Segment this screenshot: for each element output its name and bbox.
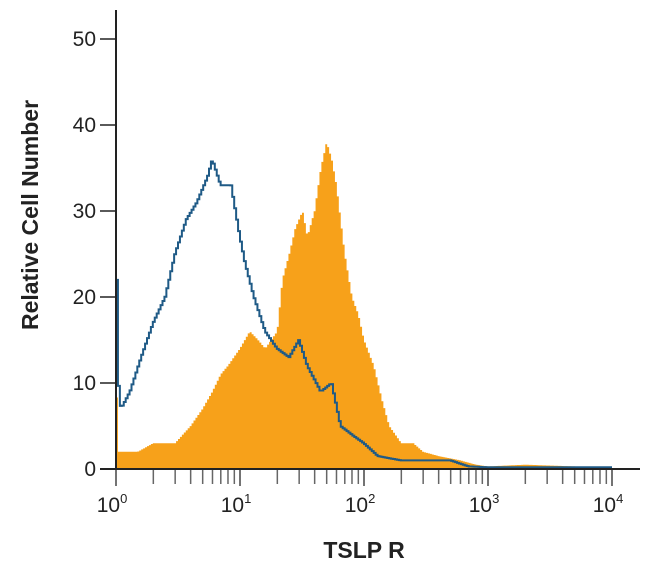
x-tick-label: 103 bbox=[469, 491, 500, 517]
x-tick-base: 10 bbox=[593, 494, 616, 517]
y-tick-label: 50 bbox=[73, 28, 96, 51]
x-tick-label: 102 bbox=[345, 491, 376, 517]
x-tick-label: 101 bbox=[221, 491, 252, 517]
y-tick-label: 0 bbox=[84, 458, 96, 481]
x-tick-exponent: 0 bbox=[120, 491, 127, 506]
y-tick-label: 10 bbox=[73, 372, 96, 395]
x-tick-exponent: 4 bbox=[616, 491, 623, 506]
y-tick-label: 30 bbox=[73, 200, 96, 223]
y-ticks: 0 10 20 30 40 50 bbox=[73, 28, 116, 481]
x-tick-base: 10 bbox=[469, 494, 492, 517]
y-tick-label: 40 bbox=[73, 114, 96, 137]
y-tick-label: 20 bbox=[73, 286, 96, 309]
x-tick-label: 100 bbox=[97, 491, 128, 517]
series-1-outline-histogram bbox=[116, 160, 612, 469]
x-tick-label: 104 bbox=[593, 491, 624, 517]
x-axis-title: TSLP R bbox=[323, 537, 405, 563]
series-0-filled-histogram bbox=[116, 144, 612, 469]
y-axis-title: Relative Cell Number bbox=[17, 100, 43, 330]
x-ticks: 100 101 102 103 104 bbox=[97, 470, 624, 517]
x-tick-exponent: 3 bbox=[492, 491, 499, 506]
x-tick-base: 10 bbox=[97, 494, 120, 517]
x-tick-base: 10 bbox=[221, 494, 244, 517]
series-layer bbox=[116, 144, 612, 469]
x-tick-exponent: 1 bbox=[244, 491, 251, 506]
x-tick-base: 10 bbox=[345, 494, 368, 517]
x-tick-exponent: 2 bbox=[368, 491, 375, 506]
